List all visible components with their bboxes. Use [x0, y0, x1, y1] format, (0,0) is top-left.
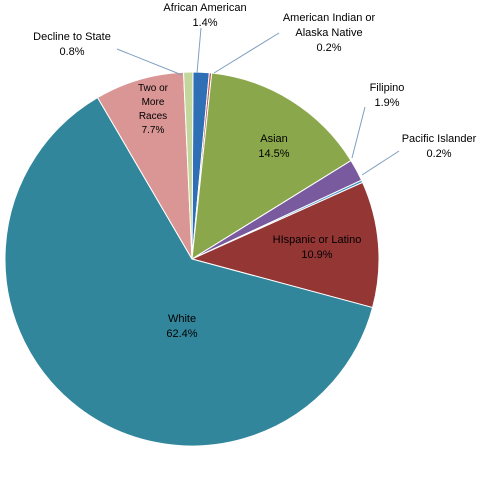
- slice-value-white: 62.4%: [166, 328, 197, 340]
- slice-name-two-or-more-races: Two or: [138, 83, 169, 94]
- slice-label-white: White 62.4%: [166, 313, 197, 340]
- slice-label-hispanic-or-latino: HIspanic or Latino 10.9%: [273, 234, 362, 261]
- slice-value-american-indian-or-alaska-native: 0.2%: [316, 42, 341, 54]
- slice-name-hispanic-or-latino: HIspanic or Latino: [273, 234, 362, 246]
- slice-name-asian: Asian: [260, 133, 288, 145]
- slice-name-american-indian-or-alaska-native: Alaska Native: [295, 27, 362, 39]
- slice-value-african-american: 1.4%: [192, 17, 217, 29]
- leader-line-decline-to-state: [116, 48, 183, 76]
- slice-value-filipino: 1.9%: [374, 97, 399, 109]
- slice-name-two-or-more-races: Races: [139, 111, 167, 122]
- slice-label-decline-to-state: Decline to State 0.8%: [33, 31, 111, 58]
- slice-label-asian: Asian 14.5%: [258, 133, 289, 160]
- slice-name-white: White: [168, 313, 196, 325]
- pie-slice-asian: [191, 72, 352, 260]
- pie-slice-white: [4, 96, 374, 447]
- slice-value-hispanic-or-latino: 10.9%: [301, 249, 332, 261]
- slice-name-filipino: Filipino: [370, 82, 405, 94]
- slice-value-asian: 14.5%: [258, 148, 289, 160]
- slice-value-decline-to-state: 0.8%: [59, 46, 84, 58]
- slice-label-filipino: Filipino 1.9%: [370, 82, 405, 109]
- pie-slice-decline-to-state: [183, 71, 194, 260]
- pie-slices: [4, 71, 380, 447]
- slice-label-pacific-islander: Pacific Islander 0.2%: [402, 133, 477, 160]
- leader-line-american-indian-or-alaska-native: [213, 32, 280, 74]
- slice-value-two-or-more-races: 7.7%: [142, 125, 165, 136]
- leader-line-african-american: [196, 27, 202, 74]
- slice-label-american-indian-or-alaska-native: American Indian or Alaska Native 0.2%: [283, 12, 376, 54]
- slice-labels: African American 1.4% American Indian or Al…: [33, 2, 476, 340]
- slice-name-pacific-islander: Pacific Islander: [402, 133, 477, 145]
- slice-name-decline-to-state: Decline to State: [33, 31, 111, 43]
- slice-name-african-american: African American: [163, 2, 246, 14]
- pie-slice-hispanic-or-latino: [190, 181, 380, 309]
- slice-name-american-indian-or-alaska-native: American Indian or: [283, 12, 376, 24]
- leader-line-filipino: [351, 106, 366, 159]
- slice-value-pacific-islander: 0.2%: [426, 148, 451, 160]
- slice-label-african-american: African American 1.4%: [163, 2, 246, 29]
- slice-label-two-or-more-races: Two or More Races 7.7%: [138, 83, 169, 136]
- slice-name-two-or-more-races: More: [142, 97, 165, 108]
- leader-line-pacific-islander: [361, 150, 400, 176]
- leader-lines: [116, 27, 400, 176]
